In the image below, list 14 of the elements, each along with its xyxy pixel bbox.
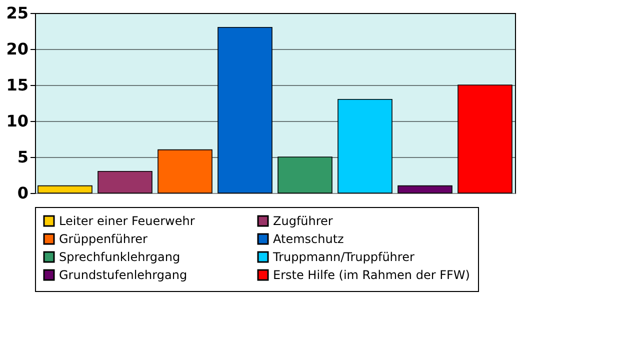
y-tick-label: 10 bbox=[6, 112, 28, 130]
legend-label: Grüppenführer bbox=[59, 232, 148, 246]
legend-label: Leiter einer Feuerwehr bbox=[59, 214, 195, 228]
y-tick-label: 15 bbox=[6, 76, 28, 94]
legend-label: Grundstufenlehrgang bbox=[59, 268, 188, 282]
y-tick-label: 5 bbox=[17, 148, 28, 166]
y-tick-label: 25 bbox=[6, 4, 28, 22]
y-tick-label: 0 bbox=[17, 184, 28, 202]
legend-label: Zugführer bbox=[273, 214, 333, 228]
legend-label: Atemschutz bbox=[273, 232, 344, 246]
legend-label: Erste Hilfe (im Rahmen der FFW) bbox=[273, 268, 470, 282]
legend-label: Truppmann/Truppführer bbox=[272, 250, 414, 264]
legend-label: Sprechfunklehrgang bbox=[59, 250, 180, 264]
y-tick-label: 20 bbox=[6, 40, 28, 58]
